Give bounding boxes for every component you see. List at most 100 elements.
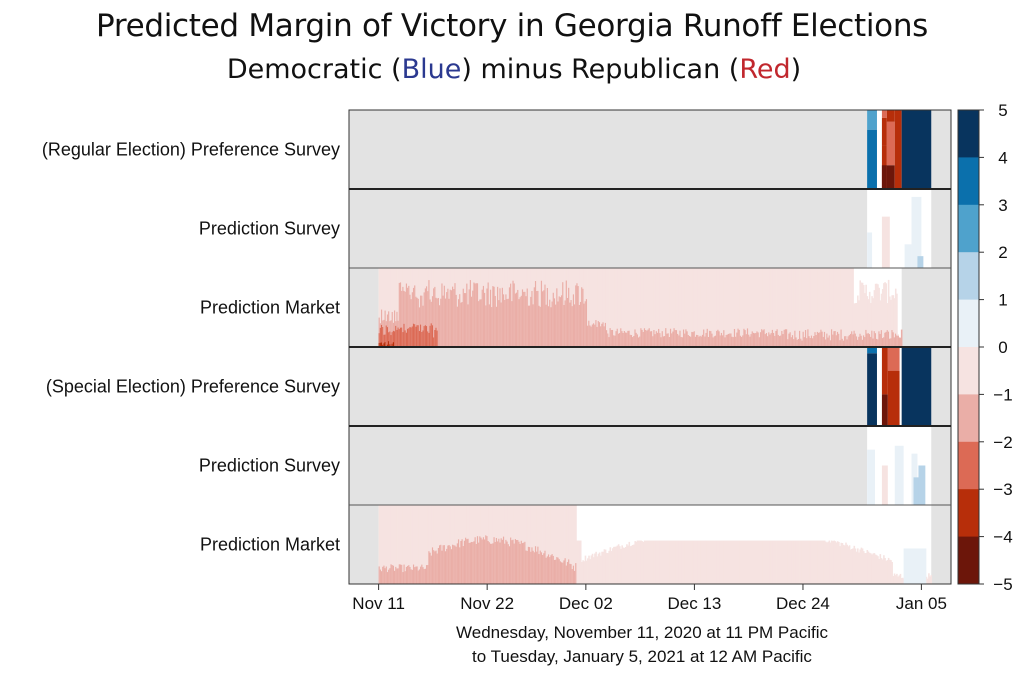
heat-cell <box>410 299 413 347</box>
heat-cell <box>649 331 652 347</box>
heat-cell <box>479 536 481 584</box>
heat-cell <box>511 301 513 347</box>
heat-cell <box>558 296 561 347</box>
heat-cell <box>875 338 878 347</box>
heat-cell <box>467 304 470 347</box>
heat-cell <box>637 540 640 584</box>
heat-cell <box>534 505 537 584</box>
heat-cell <box>659 333 661 347</box>
heat-cell <box>547 505 550 584</box>
heat-cell <box>697 335 699 347</box>
heat-cell <box>746 268 749 347</box>
heat-cell <box>540 505 543 584</box>
subtitle-suffix: ) <box>790 54 802 85</box>
heat-cell <box>925 576 928 584</box>
heat-cell <box>791 540 794 584</box>
heat-cell <box>395 268 397 347</box>
heat-cell <box>402 505 404 584</box>
heat-cell <box>415 505 417 584</box>
heat-cell <box>743 328 745 347</box>
heat-cell <box>622 332 625 347</box>
heat-cell <box>851 548 853 584</box>
heat-cell <box>859 549 862 584</box>
heat-cell <box>555 304 557 347</box>
heat-cell <box>664 540 666 584</box>
heat-cell <box>881 216 890 268</box>
heat-cell <box>559 561 562 584</box>
heat-cell <box>566 562 569 584</box>
heat-cell <box>448 505 451 584</box>
heat-cell <box>685 540 687 584</box>
heat-cell <box>685 268 687 347</box>
heat-cell <box>504 543 506 584</box>
heat-cell <box>634 329 636 347</box>
heat-cell <box>417 570 420 584</box>
heat-cell <box>822 540 825 584</box>
heat-cell <box>558 505 561 584</box>
heat-cell <box>648 268 651 347</box>
heat-cell <box>736 332 738 347</box>
heat-cell <box>790 268 793 347</box>
heat-cell <box>523 291 525 347</box>
heat-cell <box>547 554 550 584</box>
heat-cell <box>815 540 818 584</box>
heat-cell <box>685 329 687 347</box>
heat-cell <box>392 342 395 347</box>
heat-cell <box>469 542 472 584</box>
heat-cell <box>893 573 896 584</box>
heat-cell <box>632 545 634 584</box>
heat-cell <box>820 540 822 584</box>
heat-cell <box>731 540 734 584</box>
heat-cell <box>759 268 762 347</box>
heat-cell <box>738 540 741 584</box>
heat-cell <box>595 551 597 584</box>
heat-cell <box>559 505 562 584</box>
heat-cell <box>887 347 900 371</box>
heat-cell <box>462 546 465 584</box>
colorbar-tick-label: −2 <box>993 433 1012 452</box>
heat-cell <box>878 331 880 347</box>
heat-cell <box>611 329 614 347</box>
heat-cell <box>388 569 390 584</box>
heat-cell <box>634 268 636 347</box>
heat-cell <box>526 288 529 347</box>
heat-cell <box>714 268 717 347</box>
heat-cell <box>492 286 494 347</box>
heat-cell <box>521 543 524 584</box>
heat-cell <box>788 268 790 347</box>
heat-cell <box>383 319 385 347</box>
heat-cell <box>466 539 468 584</box>
heat-cell <box>713 336 716 347</box>
heat-cell <box>865 329 867 347</box>
heat-cell <box>812 338 814 347</box>
heat-cell <box>688 336 691 347</box>
heat-cell <box>549 557 551 584</box>
heat-cell <box>392 505 395 584</box>
heat-cell <box>395 505 397 584</box>
heat-cell <box>817 332 820 347</box>
heat-cell <box>807 329 809 347</box>
heat-cell <box>513 543 516 584</box>
heat-cell <box>891 295 893 347</box>
heat-cell <box>809 540 812 584</box>
heat-cell <box>750 268 753 347</box>
heat-cell <box>463 540 466 584</box>
heat-cell <box>749 540 751 584</box>
heat-cell <box>489 289 492 347</box>
heat-cell <box>790 337 793 347</box>
heat-cell <box>492 543 494 584</box>
heat-cell <box>782 334 785 347</box>
heat-cell <box>587 268 589 347</box>
heat-cell <box>444 505 447 584</box>
heat-cell <box>867 347 877 354</box>
heat-cell <box>711 540 713 584</box>
heat-cell <box>414 505 416 584</box>
heat-cell <box>897 335 899 347</box>
heat-cell <box>904 244 912 268</box>
heat-cell <box>511 540 513 584</box>
heat-cell <box>772 268 775 347</box>
heat-cell <box>806 338 808 347</box>
heat-cell <box>534 281 537 347</box>
heat-cell <box>764 334 767 347</box>
heat-cell <box>787 339 789 347</box>
